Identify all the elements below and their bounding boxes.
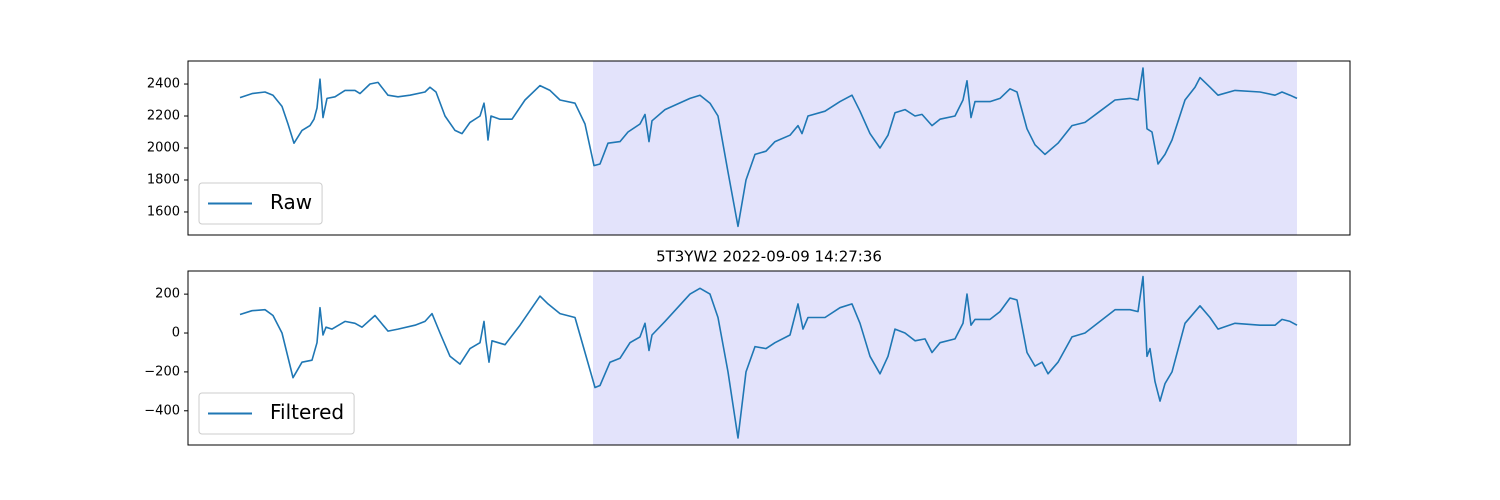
legend-label: Raw <box>270 190 312 214</box>
y-tick-label: −200 <box>144 364 180 379</box>
y-tick-label: 2000 <box>147 141 180 156</box>
legend-label: Filtered <box>270 400 344 424</box>
legend-box <box>198 182 323 225</box>
axes-frame <box>187 270 1351 446</box>
data-line <box>239 67 1298 228</box>
highlight-span <box>593 271 1297 445</box>
y-tick-label: −400 <box>144 403 180 418</box>
legend-box <box>198 392 355 435</box>
legend: Filtered <box>198 392 355 435</box>
axes-title: 5T3YW2 2022-09-09 14:27:36 <box>656 248 882 266</box>
y-tick-label: 2400 <box>147 77 180 92</box>
y-tick-label: 200 <box>155 287 180 302</box>
data-line <box>239 275 1298 439</box>
y-tick-label: 1800 <box>147 172 180 187</box>
highlight-span <box>593 61 1297 235</box>
y-tick-label: 0 <box>172 326 180 341</box>
y-tick-label: 2200 <box>147 109 180 124</box>
y-tick-label: 1600 <box>147 204 180 219</box>
legend: Raw <box>198 182 323 225</box>
